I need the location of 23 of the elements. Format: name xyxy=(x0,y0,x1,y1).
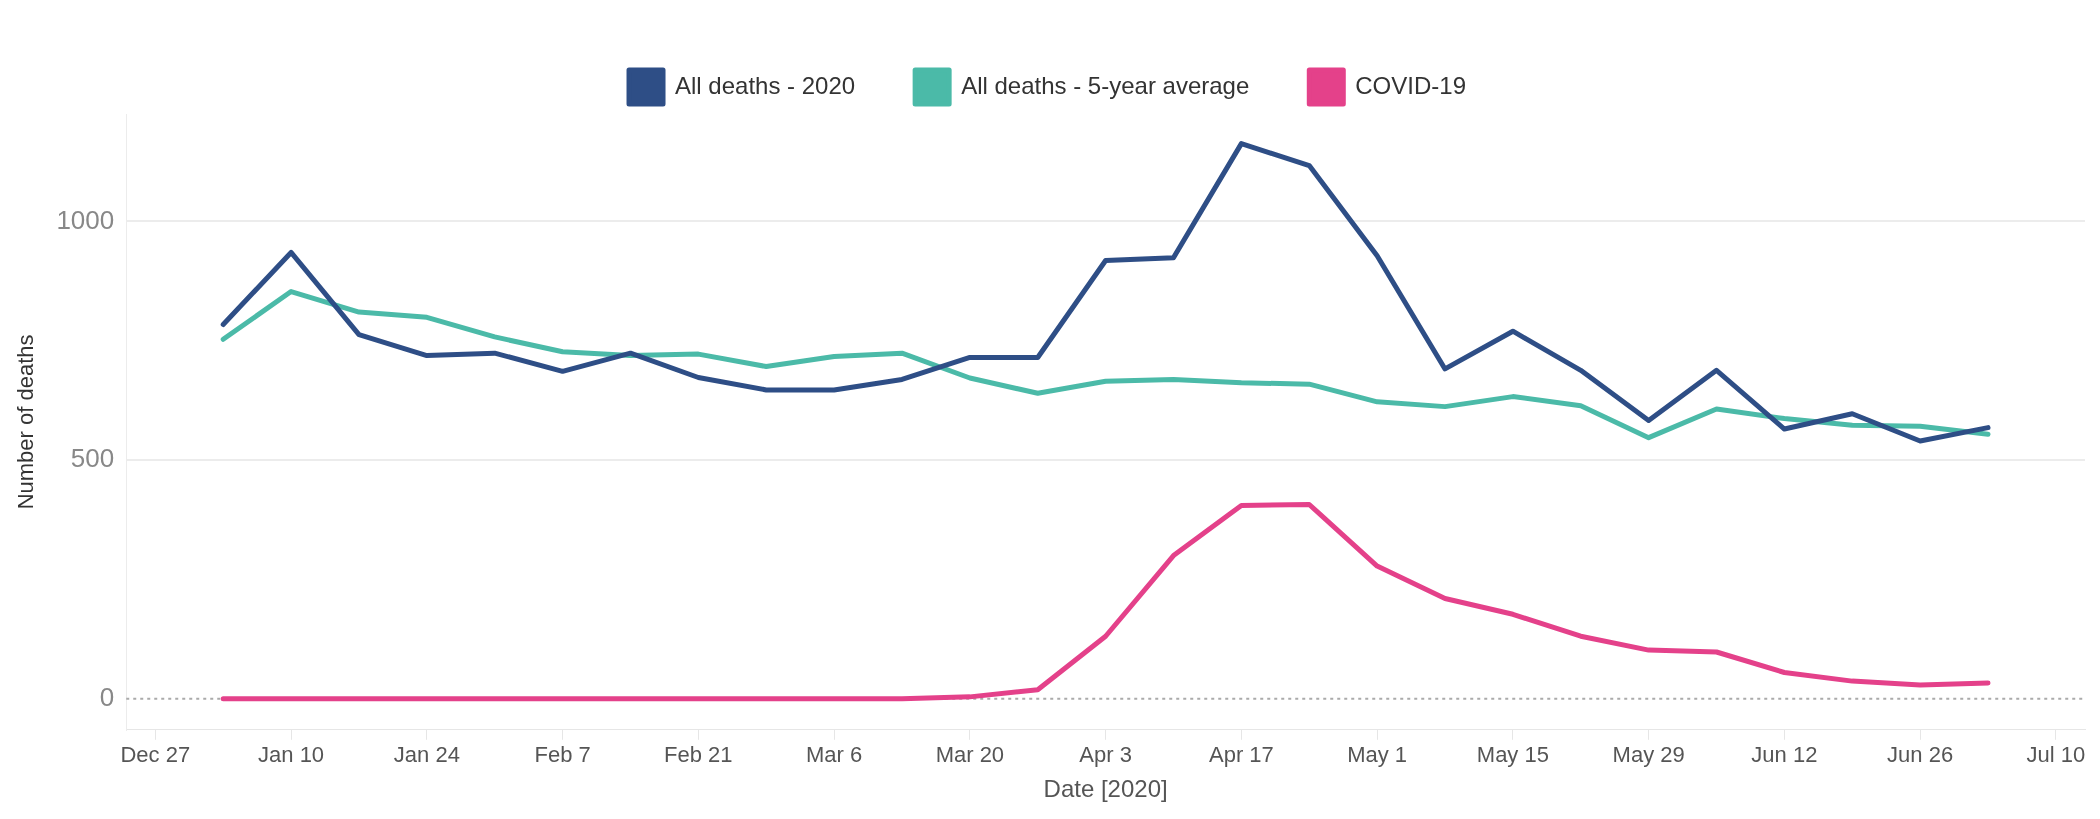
x-tick-label: Jul 10 xyxy=(2026,742,2086,768)
x-tick-label: May 29 xyxy=(1612,742,1685,768)
x-tick-label: May 1 xyxy=(1347,742,1408,768)
x-tick-label: May 15 xyxy=(1476,742,1549,768)
x-tick-label: Feb 21 xyxy=(664,742,733,768)
x-tick-label: Apr 3 xyxy=(1079,742,1132,768)
legend-label: All deaths - 2020 xyxy=(675,71,856,99)
y-tick-label: 500 xyxy=(70,443,115,474)
x-axis-title: Date [2020] xyxy=(1043,775,1168,803)
x-tick-label: Mar 6 xyxy=(805,742,863,768)
y-axis-title: Number of deaths xyxy=(13,334,39,510)
y-tick-label: 1000 xyxy=(56,204,115,235)
x-tick-label: Jan 24 xyxy=(393,742,460,768)
x-tick-label: Dec 27 xyxy=(120,742,191,768)
x-tick-label: Jun 26 xyxy=(1887,742,1954,768)
legend-label: COVID-19 xyxy=(1355,71,1466,99)
x-tick-label: Mar 20 xyxy=(935,742,1005,768)
x-tick-label: Jun 12 xyxy=(1751,742,1818,768)
x-tick-label: Jan 10 xyxy=(258,742,325,768)
legend-label: All deaths - 5-year average xyxy=(961,71,1250,99)
x-tick-label: Feb 7 xyxy=(534,742,591,768)
y-tick-label: 0 xyxy=(99,681,115,712)
x-tick-label: Apr 17 xyxy=(1208,742,1274,768)
